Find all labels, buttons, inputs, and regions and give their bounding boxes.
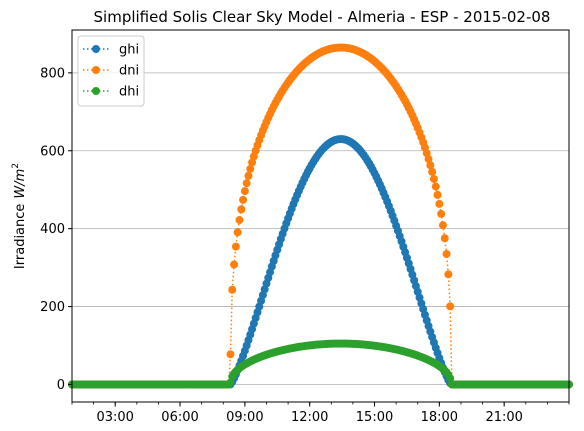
grid-lines — [72, 72, 569, 385]
legend-label: dni — [119, 64, 139, 79]
data-point-dhi — [446, 374, 455, 383]
data-point-dni — [433, 190, 442, 199]
data-point-dni — [438, 221, 447, 230]
x-tick-label: 18:00 — [421, 410, 458, 425]
data-point-dni — [437, 209, 446, 218]
y-tick-label: 200 — [40, 300, 65, 315]
y-axis-unit-exp: 2 — [11, 163, 21, 169]
data-point-dni — [246, 164, 255, 173]
x-tick-label: 21:00 — [485, 410, 522, 425]
y-tick-label: 0 — [57, 378, 65, 393]
x-axis: 03:00 06:00 09:00 12:00 15:00 18:00 21:00 — [71, 402, 570, 425]
data-point-dni — [440, 234, 449, 243]
x-tick-label: 15:00 — [356, 410, 393, 425]
series-line-dni — [72, 46, 569, 386]
data-point-dni — [228, 285, 237, 294]
data-point-dni — [431, 182, 440, 191]
legend-label: ghi — [119, 43, 139, 58]
legend-item-dhi: dhi — [83, 85, 139, 100]
series-dhi — [68, 339, 573, 389]
data-point-dni — [442, 249, 451, 258]
data-point-dni — [435, 199, 444, 208]
data-point-dni — [429, 174, 438, 183]
data-point-dni — [226, 350, 235, 359]
data-point-dni — [230, 260, 239, 269]
x-tick-label: 12:00 — [291, 410, 328, 425]
data-point-dni — [244, 171, 253, 180]
x-tick-label: 09:00 — [226, 410, 263, 425]
data-point-dni — [428, 167, 437, 176]
plot-frame — [71, 29, 570, 403]
y-axis-label-text: Irradiance — [13, 204, 28, 269]
y-tick-label: 600 — [40, 144, 65, 159]
series-line-dhi — [72, 342, 569, 386]
data-point-dni — [235, 216, 244, 225]
series-ghi — [68, 135, 573, 389]
legend-item-ghi: ghi — [83, 43, 139, 58]
legend: ghi dni dhi — [77, 35, 145, 107]
series-layer — [68, 43, 573, 389]
data-point-dhi — [226, 378, 235, 387]
y-tick-label: 400 — [40, 222, 65, 237]
data-point-dni — [446, 302, 455, 311]
data-point-dni — [231, 242, 240, 251]
legend-label: dhi — [119, 85, 139, 100]
data-point-dni — [242, 179, 251, 188]
data-point-dni — [444, 270, 453, 279]
chart-title: Simplified Solis Clear Sky Model - Almer… — [94, 8, 551, 26]
data-point-dni — [248, 158, 257, 167]
data-point-dni — [233, 228, 242, 237]
data-point-dni — [240, 187, 249, 196]
legend-marker — [92, 87, 100, 95]
x-tick-label: 06:00 — [161, 410, 198, 425]
y-axis-unit-var: W — [13, 185, 28, 199]
y-axis: 0 200 400 600 800 — [40, 66, 72, 393]
data-point-dni — [426, 161, 435, 170]
legend-marker — [92, 66, 100, 74]
x-tick-label: 03:00 — [96, 410, 133, 425]
y-tick-label: 800 — [40, 66, 65, 81]
data-point-dni — [424, 155, 433, 164]
y-axis-label: IrradianceW/m2 — [11, 163, 28, 269]
data-point-dni — [237, 205, 246, 214]
data-point-dni — [239, 195, 248, 204]
y-axis-unit-den: m — [13, 169, 28, 182]
legend-marker — [92, 45, 100, 53]
legend-item-dni: dni — [83, 64, 139, 79]
